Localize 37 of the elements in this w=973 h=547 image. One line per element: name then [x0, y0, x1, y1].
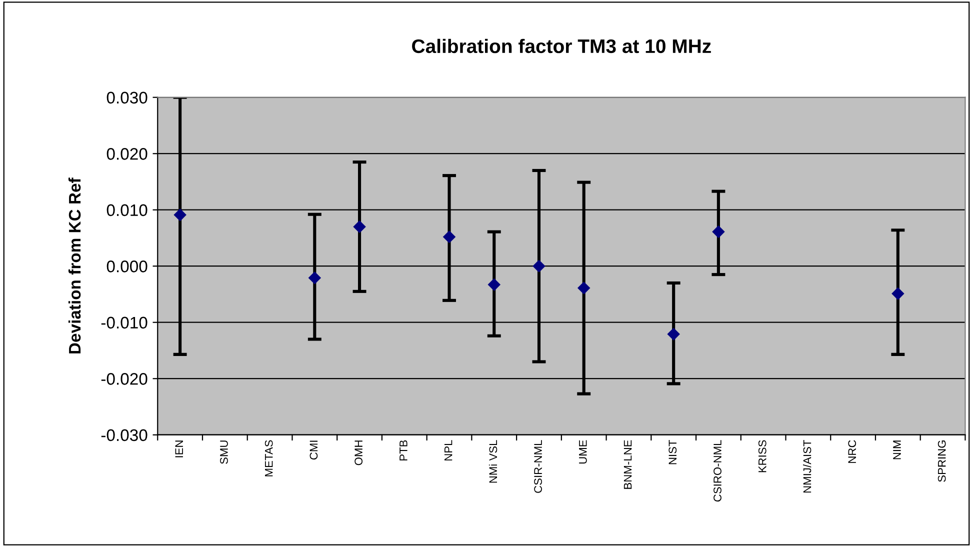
y-axis-title: Deviation from KC Ref	[68, 178, 81, 354]
point	[667, 328, 680, 340]
x-tick-label: NPL	[444, 440, 452, 460]
y-tick-label: -0.030	[101, 429, 148, 442]
y-tick-label: 0.030	[106, 92, 148, 104]
x-tick-label: UME	[579, 440, 587, 464]
x-tick-label: CMI	[310, 440, 318, 460]
x-tick-label: PTB	[400, 440, 408, 460]
x-tick-label: CSIRO-NML	[714, 440, 722, 502]
point	[308, 272, 321, 284]
point	[578, 282, 590, 294]
x-tick-label: IEN	[175, 440, 183, 458]
x-tick-label: OMH	[354, 440, 363, 466]
x-tick-label: SMU	[220, 440, 228, 464]
x-tick-label: NRC	[848, 440, 856, 463]
y-tick-label: 0.010	[106, 204, 148, 216]
y-tick-label: 0.020	[106, 148, 148, 160]
y-tick-label: -0.010	[101, 316, 148, 329]
x-tick-label: CSIR-NML	[534, 440, 542, 493]
y-tick-label: 0.000	[106, 260, 148, 272]
point	[712, 226, 725, 238]
x-tick-label: BNM-LNE	[624, 440, 632, 489]
x-tick-label: NIM	[893, 440, 901, 460]
y-tick-label: -0.020	[101, 373, 148, 385]
chart-title: Calibration factor TM3 at 10 MHz	[412, 38, 711, 54]
x-tick-label: SPRING	[938, 440, 946, 482]
x-tick-label: NMi VSL	[488, 440, 498, 483]
point	[892, 288, 904, 300]
x-tick-label: KRISS	[758, 440, 766, 472]
point	[353, 220, 366, 233]
point	[488, 278, 500, 291]
point	[174, 208, 186, 222]
x-tick-label: METAS	[264, 440, 273, 476]
point	[443, 230, 456, 243]
point	[532, 260, 546, 272]
x-tick-label: NMIJ/AIST	[803, 440, 812, 493]
x-tick-label: NIST	[668, 440, 677, 464]
